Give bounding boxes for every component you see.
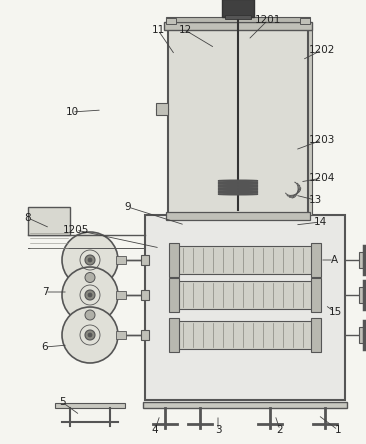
Text: 2: 2 — [277, 425, 283, 435]
Bar — [311, 318, 321, 352]
Bar — [311, 278, 321, 312]
Text: 1203: 1203 — [309, 135, 335, 145]
Bar — [145, 215, 345, 400]
Bar — [304, 30, 312, 215]
Circle shape — [85, 330, 95, 340]
Circle shape — [62, 267, 118, 323]
Circle shape — [85, 310, 95, 320]
Text: 12: 12 — [178, 25, 192, 35]
Bar — [116, 331, 126, 339]
Text: 1: 1 — [335, 425, 341, 435]
Text: 10: 10 — [66, 107, 79, 117]
Bar — [175, 246, 315, 274]
Bar — [311, 243, 321, 277]
Text: 13: 13 — [309, 195, 322, 205]
Bar — [170, 30, 178, 215]
Text: 1201: 1201 — [255, 15, 281, 25]
Bar — [143, 402, 347, 408]
Text: 3: 3 — [215, 425, 221, 435]
Bar — [300, 215, 307, 220]
Circle shape — [88, 258, 92, 262]
Bar — [359, 252, 366, 268]
Bar — [156, 103, 168, 115]
Text: 4: 4 — [152, 425, 158, 435]
Text: A: A — [330, 255, 337, 265]
Bar — [141, 330, 149, 340]
Bar — [175, 281, 315, 309]
Circle shape — [62, 307, 118, 363]
Text: 5: 5 — [59, 397, 65, 407]
Circle shape — [85, 290, 95, 300]
Circle shape — [62, 232, 118, 288]
Text: 9: 9 — [125, 202, 131, 212]
Bar — [300, 18, 310, 24]
Bar — [222, 0, 254, 17]
Bar — [169, 278, 179, 312]
Bar — [55, 403, 125, 408]
Bar — [141, 255, 149, 265]
Bar — [173, 215, 180, 220]
Bar — [166, 212, 310, 220]
Bar — [116, 291, 126, 299]
Circle shape — [88, 333, 92, 337]
Bar — [28, 207, 70, 235]
Bar — [225, 15, 251, 19]
Text: 6: 6 — [42, 342, 48, 352]
Bar — [175, 321, 315, 349]
Circle shape — [85, 255, 95, 265]
Text: 8: 8 — [25, 213, 31, 223]
Bar — [169, 318, 179, 352]
Text: 11: 11 — [152, 25, 165, 35]
Text: 15: 15 — [328, 307, 341, 317]
Bar — [116, 256, 126, 264]
Circle shape — [88, 293, 92, 297]
Bar — [141, 290, 149, 300]
Bar — [359, 327, 366, 343]
Bar — [359, 287, 366, 303]
Text: 1205: 1205 — [63, 225, 89, 235]
Bar — [166, 17, 310, 22]
Bar — [166, 18, 176, 24]
Text: 14: 14 — [313, 217, 326, 227]
Text: 1202: 1202 — [309, 45, 335, 55]
Bar — [169, 243, 179, 277]
Circle shape — [85, 273, 95, 282]
Text: 1204: 1204 — [309, 173, 335, 183]
Bar — [164, 22, 312, 30]
Text: 7: 7 — [42, 287, 48, 297]
Bar — [168, 28, 308, 215]
